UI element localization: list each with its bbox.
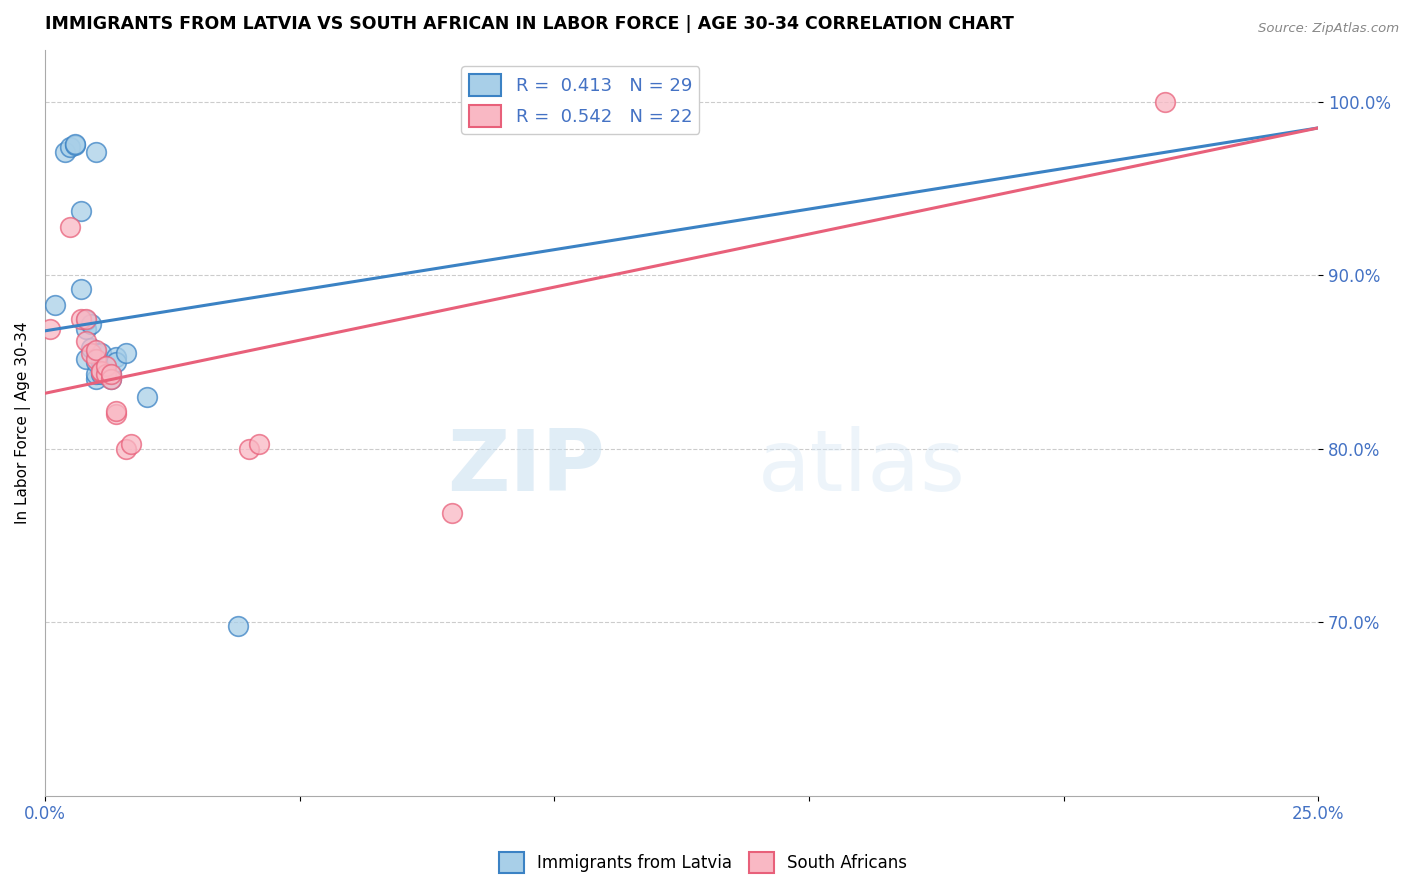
Point <box>94 360 117 375</box>
Y-axis label: In Labor Force | Age 30-34: In Labor Force | Age 30-34 <box>15 321 31 524</box>
Point <box>94 368 117 382</box>
Point <box>84 346 107 360</box>
Point <box>44 298 66 312</box>
Point <box>105 355 128 369</box>
Point <box>100 372 122 386</box>
Point <box>121 436 143 450</box>
Point <box>80 341 103 355</box>
Point <box>75 313 97 327</box>
Point <box>80 317 103 331</box>
Point <box>75 322 97 336</box>
Point <box>39 322 62 336</box>
Point <box>105 350 128 364</box>
Point <box>69 204 91 219</box>
Point <box>100 368 122 382</box>
Text: ZIP: ZIP <box>447 426 605 509</box>
Text: IMMIGRANTS FROM LATVIA VS SOUTH AFRICAN IN LABOR FORCE | AGE 30-34 CORRELATION C: IMMIGRANTS FROM LATVIA VS SOUTH AFRICAN … <box>45 15 1014 33</box>
Point <box>1154 95 1177 109</box>
Point <box>65 138 87 153</box>
Point <box>53 145 76 160</box>
Point <box>94 368 117 382</box>
Point <box>75 311 97 326</box>
Point <box>75 334 97 349</box>
Point <box>105 407 128 421</box>
Point <box>59 140 82 154</box>
Point <box>90 368 112 382</box>
Point <box>115 346 138 360</box>
Point <box>100 368 122 382</box>
Point <box>228 619 250 633</box>
Point <box>84 355 107 369</box>
Point <box>90 364 112 378</box>
Point <box>84 145 107 160</box>
Point <box>65 136 87 151</box>
Point <box>84 368 107 382</box>
Point <box>238 442 260 456</box>
Point <box>94 359 117 373</box>
Point <box>100 372 122 386</box>
Point <box>441 506 464 520</box>
Point <box>135 390 157 404</box>
Point <box>115 442 138 456</box>
Point <box>90 366 112 380</box>
Point <box>59 219 82 234</box>
Text: atlas: atlas <box>758 426 966 509</box>
Legend: Immigrants from Latvia, South Africans: Immigrants from Latvia, South Africans <box>492 846 914 880</box>
Point <box>84 343 107 357</box>
Point <box>75 351 97 366</box>
Text: Source: ZipAtlas.com: Source: ZipAtlas.com <box>1258 22 1399 36</box>
Point <box>84 351 107 366</box>
Point <box>105 403 128 417</box>
Point <box>69 282 91 296</box>
Point <box>80 346 103 360</box>
Point <box>69 311 91 326</box>
Point <box>90 355 112 369</box>
Point <box>84 372 107 386</box>
Point <box>247 436 270 450</box>
Point <box>90 346 112 360</box>
Legend: R =  0.413   N = 29, R =  0.542   N = 22: R = 0.413 N = 29, R = 0.542 N = 22 <box>461 66 699 134</box>
